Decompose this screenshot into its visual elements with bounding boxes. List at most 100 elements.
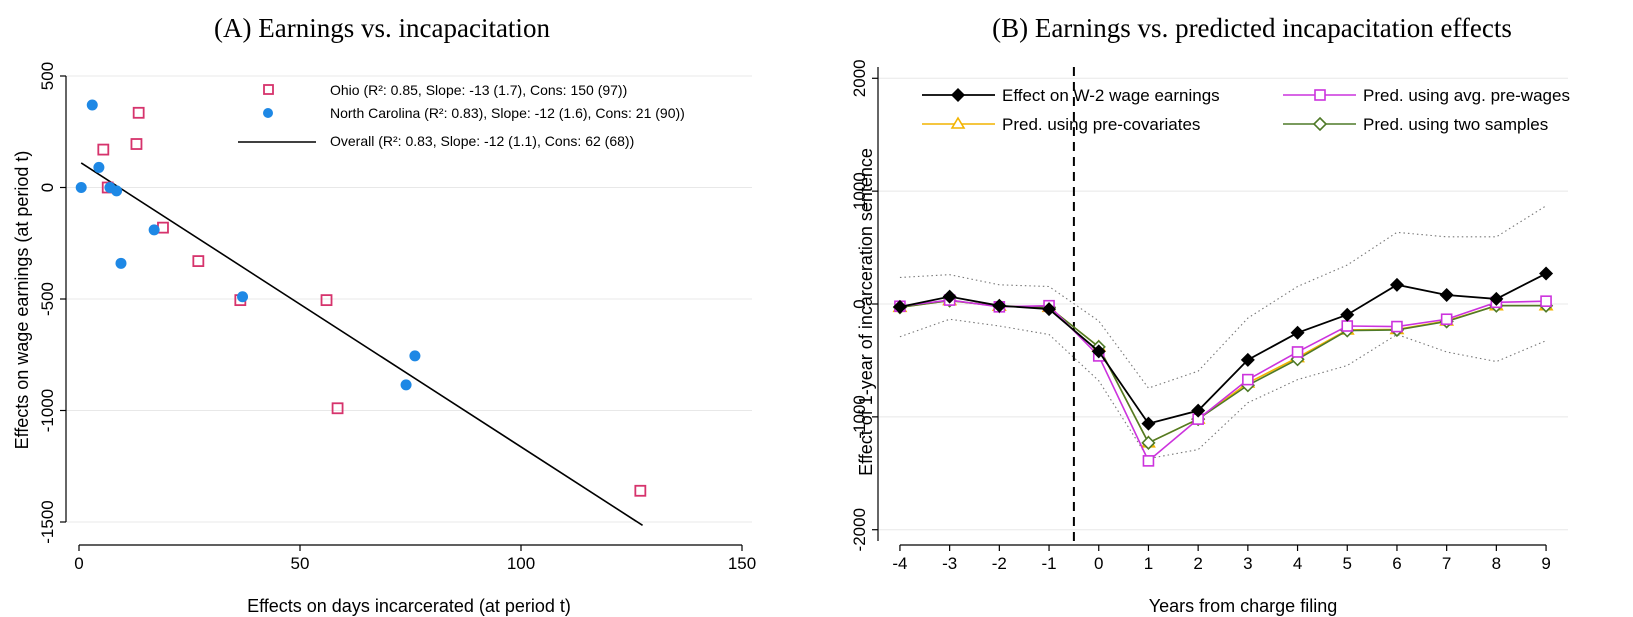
legend-actual-label: Effect on W-2 wage earnings (1002, 86, 1220, 105)
panel-b-x-axis-label: Years from charge filing (1149, 596, 1337, 616)
avg-pre-wages-point (1291, 346, 1304, 358)
panel-b-tick-labels: 2000 1000 0 -1000 -2000 -4 -3 -2 -1 0 1 2 3 4 5 6 7 8 9 (850, 59, 1551, 573)
x-tick-label: 50 (291, 554, 310, 573)
legend-nc-marker (263, 108, 273, 118)
x-tick-label: 5 (1343, 554, 1352, 573)
w2-earnings-line (899, 272, 1547, 425)
avg-pre-wages-point (1440, 313, 1453, 326)
legend-actual-marker (951, 88, 965, 102)
north-carolina-point (93, 161, 105, 173)
w2-earnings-point (992, 298, 1007, 313)
north-carolina-point (400, 379, 412, 391)
x-tick-label: 2 (1193, 554, 1202, 573)
avg-pre-wages-point (1341, 320, 1354, 332)
legend-ohio-label: Ohio (R²: 0.85, Slope: -13 (1.7), Cons: … (330, 82, 627, 98)
y-tick-label: 2000 (850, 59, 869, 97)
x-tick-label: 0 (74, 554, 83, 573)
y-tick-label: 1000 (850, 172, 869, 210)
x-tick-label: -4 (892, 554, 907, 573)
legend-nc-label: North Carolina (R²: 0.83), Slope: -12 (1… (330, 105, 685, 121)
ci-lower-line (899, 318, 1547, 460)
north-carolina-point (111, 185, 123, 197)
north-carolina-point (75, 182, 87, 193)
north-carolina-point (148, 224, 160, 236)
w2-earnings-point (1539, 266, 1554, 281)
avg-pre-wages-point (1391, 320, 1403, 333)
y-tick-label: 0 (850, 299, 869, 308)
avg-pre-wages-point (1142, 455, 1155, 467)
panel-a-gridlines (66, 75, 752, 523)
y-tick-label: -1000 (850, 395, 869, 438)
panel-a-tick-labels: 500 0 -500 -1000 -1500 0 50 100 150 (38, 62, 756, 573)
x-tick-label: -3 (942, 554, 957, 573)
x-tick-label: 150 (728, 554, 756, 573)
panel-a: (A) Earnings vs. incapacitation 5000-500… (12, 13, 756, 616)
panel-b-title: (B) Earnings vs. predicted incapacitatio… (992, 13, 1512, 43)
panel-a-marks (75, 99, 647, 527)
ohio-point (320, 294, 333, 307)
legend-avg-pre-label: Pred. using avg. pre-wages (1363, 86, 1570, 105)
panel-a-axes (60, 75, 743, 551)
legend-two-samples-marker (1312, 116, 1328, 132)
legend-two-samples-label: Pred. using two samples (1363, 115, 1548, 134)
y-tick-label: 0 (38, 183, 57, 192)
panel-a-y-axis-label: Effects on wage earnings (at period t) (12, 151, 32, 450)
panel-b: (B) Earnings vs. predicted incapacitatio… (850, 13, 1570, 616)
north-carolina-point (409, 350, 421, 362)
w2-earnings-point (1389, 277, 1404, 292)
panel-b-y-axis-label: Effect of 1-year of incarceration senten… (856, 148, 876, 476)
two-samples-point (1141, 435, 1156, 450)
x-tick-label: 0 (1094, 554, 1103, 573)
y-tick-label: -1500 (38, 500, 57, 543)
x-tick-label: 6 (1392, 554, 1401, 573)
north-carolina-point (86, 99, 98, 111)
x-tick-label: 1 (1144, 554, 1153, 573)
x-tick-label: -2 (992, 554, 1007, 573)
w2-earnings-point (1489, 291, 1504, 306)
panel-a-x-axis-label: Effects on days incarcerated (at period … (247, 596, 571, 616)
w2-earnings-point (1290, 325, 1305, 340)
y-tick-label: -1000 (38, 389, 57, 432)
panel-b-legend: Effect on W-2 wage earnings Pred. using … (922, 86, 1570, 134)
x-tick-label: 9 (1541, 554, 1550, 573)
w2-earnings-point (942, 289, 957, 304)
w2-earnings-point (1191, 403, 1206, 418)
ohio-point (331, 402, 344, 415)
x-tick-label: 3 (1243, 554, 1252, 573)
w2-earnings-point (1141, 416, 1156, 431)
north-carolina-point (115, 257, 127, 269)
overall-fit-line (80, 162, 643, 527)
legend-ohio-marker (263, 84, 274, 95)
y-tick-label: -500 (38, 282, 57, 316)
north-carolina-point (237, 291, 249, 303)
w2-earnings-point (1439, 287, 1454, 302)
y-tick-label: 500 (38, 62, 57, 90)
ohio-point (132, 106, 145, 119)
ohio-point (97, 143, 110, 156)
ci-upper-line (899, 205, 1547, 389)
legend-pre-cov-label: Pred. using pre-covariates (1002, 115, 1200, 134)
w2-earnings-point (1091, 344, 1106, 359)
x-tick-label: 4 (1293, 554, 1302, 573)
ohio-point (192, 255, 205, 267)
x-tick-label: 8 (1492, 554, 1501, 573)
panel-a-title: (A) Earnings vs. incapacitation (214, 13, 550, 43)
ohio-point (634, 484, 647, 497)
legend-pre-cov-marker (950, 116, 966, 129)
ohio-point (130, 138, 143, 150)
panel-a-legend: Ohio (R²: 0.85, Slope: -13 (1.7), Cons: … (238, 82, 685, 149)
avg-pre-wages-point (1242, 373, 1254, 386)
w2-earnings-point (1340, 307, 1355, 322)
x-tick-label: 100 (507, 554, 535, 573)
panel-b-marks (892, 67, 1554, 545)
legend-overall-label: Overall (R²: 0.83, Slope: -12 (1.1), Con… (330, 133, 634, 149)
panel-b-axes (872, 67, 1547, 551)
legend-avg-pre-marker (1314, 89, 1326, 101)
x-tick-label: 7 (1442, 554, 1451, 573)
w2-earnings-point (892, 299, 907, 314)
avg-pre-wages-point (1540, 295, 1552, 307)
x-tick-label: -1 (1041, 554, 1056, 573)
w2-earnings-point (1042, 302, 1057, 317)
y-tick-label: -2000 (850, 508, 869, 551)
